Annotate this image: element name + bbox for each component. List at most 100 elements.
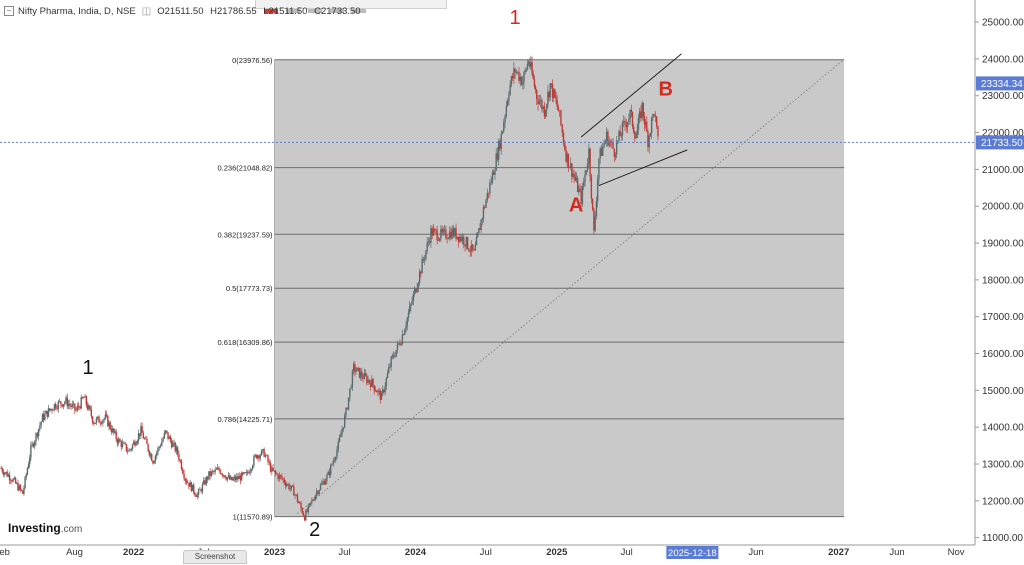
candle-body <box>19 485 22 490</box>
candle-body <box>368 379 371 383</box>
candle-body <box>111 428 114 433</box>
candle-body <box>475 237 478 246</box>
candle-body <box>550 83 553 85</box>
candle-body <box>149 454 152 456</box>
y-tick-label: 12000.00 <box>982 496 1024 507</box>
candle-body <box>568 167 571 168</box>
candle-body <box>206 477 209 480</box>
candle-body <box>596 179 599 202</box>
candle-body <box>91 416 94 423</box>
candle-body <box>440 229 442 239</box>
fib-level-label: 0.236(21048.82) <box>217 164 273 173</box>
candle-body <box>289 487 291 490</box>
candle-body <box>77 406 80 407</box>
candle-body <box>135 443 137 446</box>
candle-body <box>175 447 178 452</box>
candle-body <box>586 163 589 171</box>
candle-body <box>479 228 481 231</box>
candle-body <box>501 131 504 134</box>
visibility-icon[interactable]: ◫ <box>141 5 152 17</box>
candle-body <box>244 472 246 474</box>
candle-body <box>238 475 240 479</box>
toolbar-tool-icon[interactable] <box>286 9 300 13</box>
candle-body <box>566 153 568 162</box>
candle-body <box>279 475 282 477</box>
candle-body <box>124 442 126 444</box>
candle-body <box>637 118 640 130</box>
candle-body <box>259 455 261 459</box>
candle-body <box>359 371 362 378</box>
candle-body <box>525 69 528 71</box>
y-tick-label: 15000.00 <box>982 386 1024 397</box>
collapse-legend-icon[interactable]: − <box>4 6 14 16</box>
toolbar-tool-icon[interactable] <box>330 9 344 13</box>
candle-body <box>267 455 269 463</box>
candle-body <box>485 200 487 208</box>
candle-body <box>385 377 388 387</box>
wave-label: 2 <box>309 519 320 541</box>
candle-body <box>172 443 174 448</box>
trend-line <box>580 53 682 138</box>
candle-body <box>274 471 277 474</box>
candle-body <box>10 480 12 482</box>
candle-body <box>219 469 221 474</box>
candle-body <box>492 172 495 175</box>
candle-body <box>608 141 610 146</box>
candle-body <box>468 248 470 252</box>
candle-body <box>25 474 27 478</box>
candle-body <box>560 110 562 125</box>
toolbar-tool-icon[interactable] <box>352 9 366 13</box>
candle-body <box>402 334 405 336</box>
candle-body <box>373 385 375 391</box>
candle-body <box>254 455 256 457</box>
candle-body <box>94 422 96 424</box>
candle-body <box>405 325 407 330</box>
legend-low: L21511.50 <box>263 5 308 17</box>
candle-body <box>506 100 509 106</box>
candle-body <box>589 148 591 177</box>
candle-body <box>293 486 295 496</box>
candle-body <box>133 441 135 445</box>
candle-body <box>74 403 76 411</box>
candle-body <box>533 78 536 87</box>
candle-body <box>20 489 23 491</box>
candle-body <box>354 364 356 372</box>
candle-body <box>503 122 505 132</box>
candle-body <box>314 495 317 500</box>
candle-body <box>220 473 223 475</box>
candle-body <box>211 471 214 473</box>
candle-body <box>392 355 395 357</box>
candle-body <box>524 70 526 73</box>
candle-body <box>422 258 425 260</box>
date-tag-label: 2025-12-18 <box>668 548 717 559</box>
candle-body <box>426 242 428 251</box>
candle-body <box>225 477 227 480</box>
candle-body <box>62 404 65 407</box>
candle-body <box>189 482 191 487</box>
candle-body <box>56 408 58 410</box>
candle-body <box>273 470 276 472</box>
candle-body <box>288 484 290 490</box>
candle-body <box>464 244 466 247</box>
candle-body <box>431 228 433 236</box>
candle-body <box>591 198 594 210</box>
candle-body <box>146 438 148 444</box>
candle-body <box>567 153 570 168</box>
candle-body <box>652 114 654 119</box>
candle-body <box>262 449 264 451</box>
candle-body <box>187 482 189 484</box>
candle-body <box>164 430 167 433</box>
screenshot-tab[interactable]: Screenshot <box>183 550 247 564</box>
candle-body <box>265 455 268 457</box>
candle-body <box>623 121 625 123</box>
toolbar-tool-icon[interactable] <box>308 9 322 13</box>
candle-body <box>388 367 390 374</box>
candle-body <box>88 405 90 410</box>
toolbar-tool-icon[interactable] <box>264 9 278 13</box>
candle-body <box>169 436 172 441</box>
candle-body <box>490 182 492 184</box>
candle-body <box>251 465 254 470</box>
drawing-toolbar[interactable] <box>255 0 447 13</box>
